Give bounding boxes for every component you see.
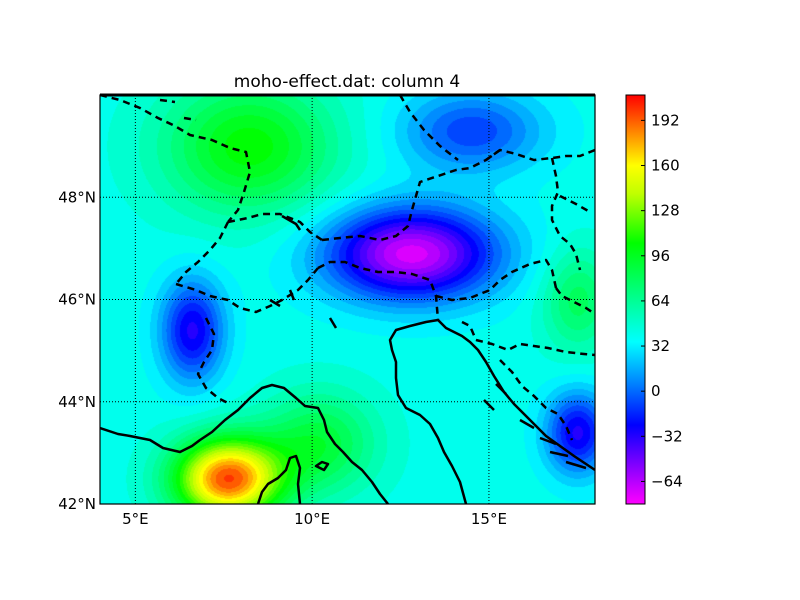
x-tick-label: 15°E xyxy=(471,510,507,528)
colorbar: 192 160 128 96 64 32 0 −32 −64 xyxy=(625,94,683,505)
border-cz xyxy=(398,95,595,162)
border-drava xyxy=(555,287,595,316)
colorbar-tick-label: 32 xyxy=(651,337,670,355)
coastline-adriatic-west xyxy=(388,318,468,504)
y-tick-label: 44°N xyxy=(58,393,96,411)
border-at-it xyxy=(317,260,440,321)
coastlines xyxy=(100,214,595,504)
colorbar-tick-label: 96 xyxy=(651,247,670,265)
map-area xyxy=(100,95,595,504)
coastline-elba xyxy=(314,460,330,472)
y-tick-label: 46°N xyxy=(58,291,96,309)
x-tick-label: 5°E xyxy=(122,510,149,528)
border-ch-fr xyxy=(175,221,230,285)
y-tick-label: 48°N xyxy=(58,188,96,206)
heatmap-field xyxy=(100,95,595,504)
country-borders xyxy=(100,95,595,441)
border-ch-it xyxy=(175,267,319,314)
border-ch-north xyxy=(227,212,323,242)
coastline-lakes xyxy=(269,214,338,329)
x-axis-ticks: 5°E 10°E 15°E xyxy=(122,510,507,528)
colorbar-tick-label: 128 xyxy=(651,202,680,220)
colorbar-tick-label: 0 xyxy=(651,382,661,400)
border-north-ticks xyxy=(159,98,197,122)
coastline-ligurian xyxy=(100,383,389,504)
border-fr-it xyxy=(196,317,231,406)
chart-title: moho-effect.dat: column 4 xyxy=(234,72,460,92)
coastline-corsica xyxy=(256,454,302,504)
border-slovenia-coast xyxy=(461,320,478,341)
y-axis-ticks: 42°N 44°N 46°N 48°N xyxy=(58,188,96,513)
border-fr-de xyxy=(100,95,252,223)
colorbar-tick-label: 160 xyxy=(651,157,680,175)
colorbar-tick-label: 192 xyxy=(651,111,680,129)
colorbar-tick-label: −64 xyxy=(651,472,683,490)
colorbar-tick-label: −32 xyxy=(651,427,683,445)
x-tick-label: 10°E xyxy=(294,510,330,528)
colorbar-gradient xyxy=(626,95,645,504)
border-balkans xyxy=(475,338,595,357)
grid-lines xyxy=(100,95,595,504)
colorbar-ticks: 192 160 128 96 64 32 0 −32 −64 xyxy=(641,111,683,490)
colorbar-frame xyxy=(625,94,646,505)
colorbar-tick-label: 64 xyxy=(651,292,670,310)
y-tick-label: 42°N xyxy=(58,495,96,513)
border-sk-hu xyxy=(550,157,591,271)
border-de-at xyxy=(321,148,501,242)
